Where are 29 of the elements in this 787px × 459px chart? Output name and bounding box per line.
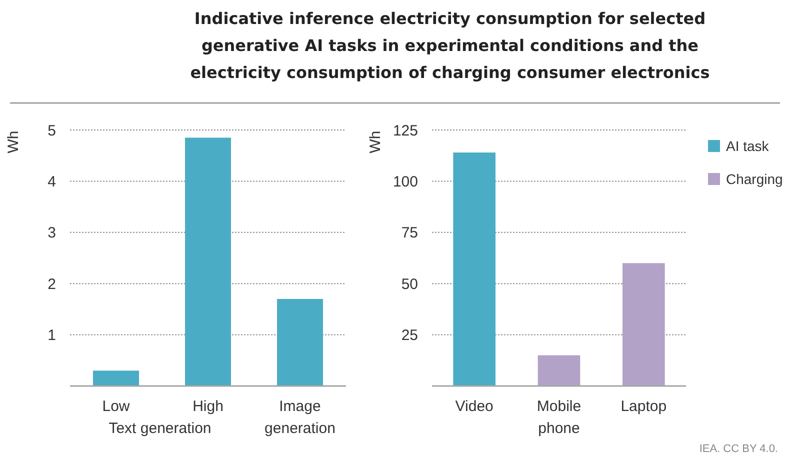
y-tick-label: 25 xyxy=(401,327,418,344)
legend-label: Charging xyxy=(726,170,783,187)
bar xyxy=(93,370,139,386)
y-tick-label: 5 xyxy=(48,122,56,140)
bar xyxy=(622,263,665,386)
bar xyxy=(185,138,231,386)
y-tick-label: 50 xyxy=(401,276,418,293)
bar xyxy=(453,152,496,386)
y-tick-label: 2 xyxy=(48,276,56,293)
x-tick-label: High xyxy=(192,398,224,415)
text: Indicative inference electricity consumption for selected generative AI tasks in experimental conditions and the electricity consumption of charging consumer electronics xyxy=(190,9,710,82)
bar xyxy=(277,298,323,386)
legend-label: AI task xyxy=(726,138,770,154)
x-tick-label: Mobile phone xyxy=(536,398,582,437)
text: IEA. CC BY 4.0. xyxy=(699,443,778,455)
y-axis-title: Wh xyxy=(367,130,384,154)
x-tick-label: Laptop xyxy=(620,398,667,415)
x-tick-label: Low xyxy=(102,398,130,415)
y-tick-label: 100 xyxy=(392,173,418,190)
y-tick-label: 125 xyxy=(392,122,418,140)
y-axis-title: Wh xyxy=(5,130,22,154)
y-tick-label: 1 xyxy=(48,327,56,344)
y-tick-label: 4 xyxy=(48,173,56,190)
y-tick-label: 3 xyxy=(48,224,56,242)
y-tick-label: 75 xyxy=(401,224,418,242)
x-tick-label: Video xyxy=(455,398,494,415)
bar xyxy=(538,355,580,386)
x-tick-label: Image generation xyxy=(264,398,336,437)
text: Text generation xyxy=(108,420,212,437)
